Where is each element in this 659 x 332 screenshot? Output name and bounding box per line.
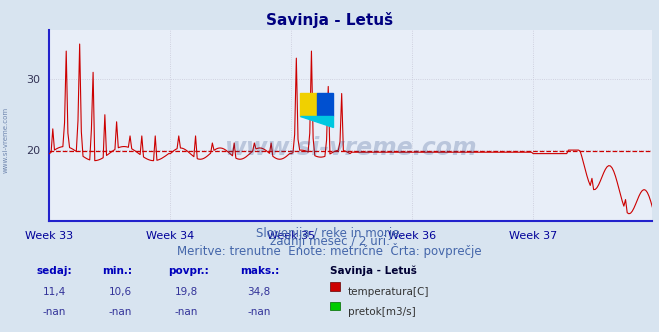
Polygon shape: [300, 116, 333, 127]
Text: -nan: -nan: [175, 307, 198, 317]
Text: Slovenija / reke in morje.: Slovenija / reke in morje.: [256, 227, 403, 240]
Text: 10,6: 10,6: [109, 287, 132, 297]
Text: -nan: -nan: [109, 307, 132, 317]
Text: 34,8: 34,8: [247, 287, 270, 297]
Text: sedaj:: sedaj:: [36, 266, 72, 276]
Text: -nan: -nan: [43, 307, 66, 317]
Bar: [300, 93, 316, 116]
Text: maks.:: maks.:: [241, 266, 280, 276]
Text: 11,4: 11,4: [43, 287, 66, 297]
Text: Meritve: trenutne  Enote: metrične  Črta: povprečje: Meritve: trenutne Enote: metrične Črta: …: [177, 243, 482, 258]
Bar: [316, 93, 333, 116]
Text: www.si-vreme.com: www.si-vreme.com: [2, 106, 9, 173]
Text: -nan: -nan: [247, 307, 270, 317]
Text: temperatura[C]: temperatura[C]: [348, 287, 430, 297]
Text: Savinja - Letuš: Savinja - Letuš: [330, 266, 416, 276]
Text: 19,8: 19,8: [175, 287, 198, 297]
Text: Savinja - Letuš: Savinja - Letuš: [266, 12, 393, 28]
Text: www.si-vreme.com: www.si-vreme.com: [225, 136, 477, 160]
Text: min.:: min.:: [102, 266, 132, 276]
Text: zadnji mesec / 2 uri.: zadnji mesec / 2 uri.: [270, 235, 389, 248]
Text: pretok[m3/s]: pretok[m3/s]: [348, 307, 416, 317]
Text: povpr.:: povpr.:: [168, 266, 209, 276]
